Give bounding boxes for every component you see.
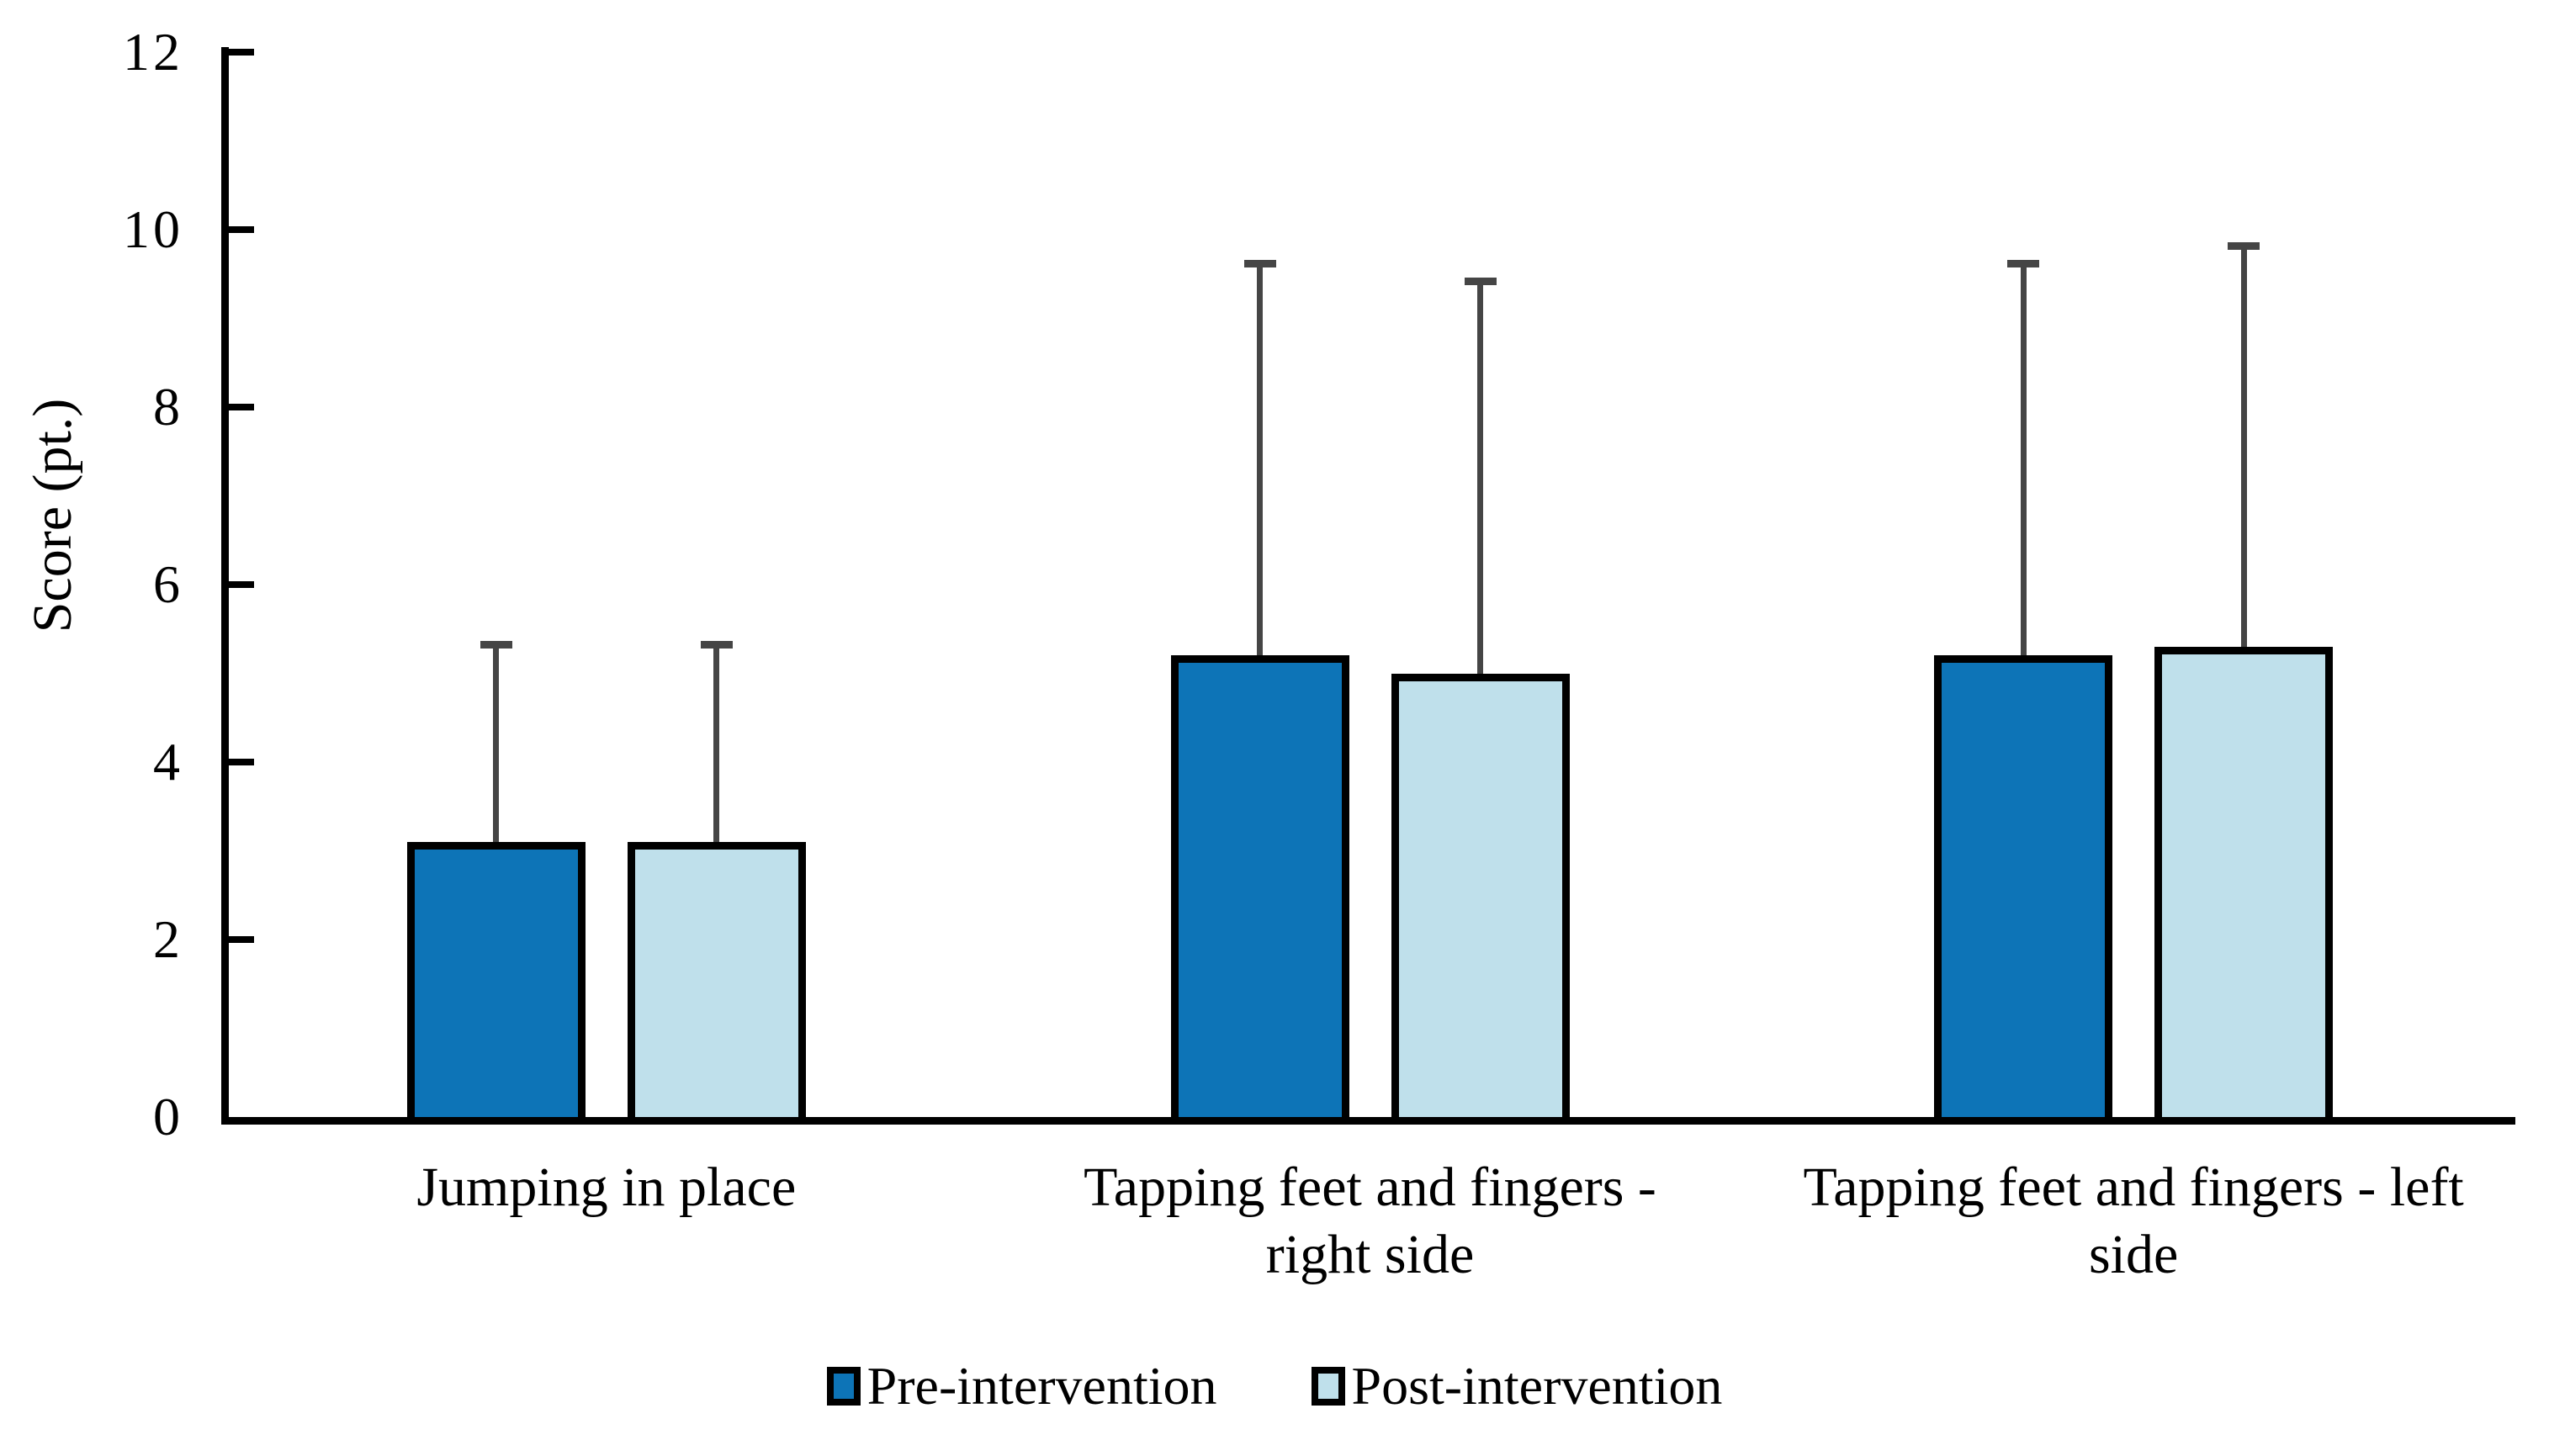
y-tick-mark-6 bbox=[229, 581, 254, 588]
y-tick-label-6: 6 bbox=[153, 554, 183, 614]
error-whisker-post-intervention-group3 bbox=[2240, 241, 2247, 652]
legend-item-post-intervention: Post-intervention bbox=[1311, 1356, 1723, 1416]
error-cap-pre-intervention-group1 bbox=[480, 641, 512, 649]
error-cap-pre-intervention-group2 bbox=[1243, 259, 1276, 267]
post-intervention-swatch bbox=[1311, 1367, 1345, 1406]
category-label-group1: Jumping in place bbox=[416, 1157, 797, 1218]
y-tick-mark-12 bbox=[229, 49, 254, 56]
legend-label-post-intervention: Post-intervention bbox=[1351, 1356, 1723, 1416]
category-label-group3: Tapping feet and fingers - left side bbox=[1803, 1157, 2464, 1285]
y-tick-mark-4 bbox=[229, 759, 254, 765]
error-whisker-post-intervention-group2 bbox=[1477, 277, 1483, 679]
y-tick-label-8: 8 bbox=[153, 377, 183, 437]
bar-pre-intervention-group2 bbox=[1170, 655, 1349, 1125]
bar-pre-intervention-group1 bbox=[406, 841, 586, 1125]
bar-pre-intervention-group3 bbox=[1934, 655, 2113, 1125]
y-axis-line bbox=[221, 47, 229, 1125]
y-tick-label-4: 4 bbox=[153, 732, 183, 792]
y-tick-label-2: 2 bbox=[153, 909, 183, 969]
error-cap-post-intervention-group1 bbox=[700, 641, 733, 649]
y-tick-label-0: 0 bbox=[153, 1087, 183, 1146]
category-label-group2: Tapping feet and fingers - right side bbox=[1084, 1157, 1656, 1285]
error-whisker-pre-intervention-group1 bbox=[493, 641, 500, 847]
bar-post-intervention-group2 bbox=[1391, 673, 1570, 1125]
x-axis-line bbox=[221, 1117, 2515, 1125]
pre-intervention-swatch bbox=[826, 1367, 861, 1406]
y-tick-mark-10 bbox=[229, 226, 254, 233]
error-whisker-pre-intervention-group3 bbox=[2020, 259, 2027, 661]
y-tick-mark-8 bbox=[229, 404, 254, 410]
plot-area bbox=[221, 47, 2515, 1125]
legend-item-pre-intervention: Pre-intervention bbox=[826, 1356, 1217, 1416]
y-tick-label-10: 10 bbox=[123, 199, 183, 259]
error-cap-pre-intervention-group3 bbox=[2007, 259, 2040, 267]
error-whisker-post-intervention-group1 bbox=[713, 641, 720, 847]
error-cap-post-intervention-group2 bbox=[1464, 277, 1497, 285]
bar-post-intervention-group3 bbox=[2154, 646, 2334, 1125]
error-cap-post-intervention-group3 bbox=[2228, 241, 2260, 250]
bar-post-intervention-group1 bbox=[627, 841, 806, 1125]
legend-label-pre-intervention: Pre-intervention bbox=[866, 1356, 1217, 1416]
error-whisker-pre-intervention-group2 bbox=[1257, 259, 1263, 661]
y-tick-label-12: 12 bbox=[123, 22, 183, 82]
legend: Pre-intervention Post-intervention bbox=[0, 1357, 2549, 1416]
y-tick-mark-2 bbox=[229, 936, 254, 943]
